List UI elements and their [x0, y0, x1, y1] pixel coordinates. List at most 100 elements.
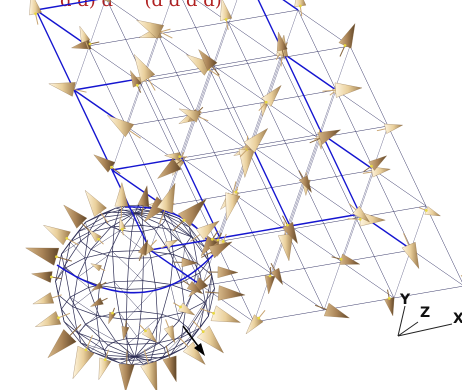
arrow-cone	[264, 275, 276, 295]
vector-arrow	[106, 115, 141, 139]
vector-arrow	[118, 350, 135, 390]
sphere-diagonal	[69, 241, 85, 259]
vector-arrow	[192, 320, 224, 354]
vector-arrow	[91, 281, 107, 291]
sphere-diagonal	[158, 314, 163, 344]
arrow-base-dot	[50, 275, 53, 279]
sphere-diagonal	[78, 221, 106, 232]
arrow-cone	[220, 0, 233, 21]
sphere-diagonal	[208, 275, 212, 317]
arrow-shaft	[201, 251, 212, 258]
arrow-shaft	[232, 181, 237, 195]
arrow-shaft	[203, 273, 212, 283]
vector-arrow	[63, 204, 92, 233]
lattice-strong-edge	[35, 9, 75, 91]
arrow-base-dot	[144, 329, 147, 333]
vector-arrow	[179, 337, 206, 365]
arrow-shaft	[138, 253, 143, 262]
lattice-strong-edge	[149, 249, 203, 287]
arrow-cone	[157, 158, 182, 179]
axis-triad: Y Z X	[397, 292, 462, 337]
lattice-edge	[195, 0, 229, 23]
arrow-base-dot	[110, 165, 113, 169]
vector-arrow	[331, 253, 361, 265]
arrow-base-dot	[343, 44, 347, 47]
vector-arrow	[264, 266, 276, 295]
arrow-shaft	[208, 68, 220, 77]
lattice-edge	[265, 101, 305, 183]
arrow-base-dot	[210, 237, 214, 241]
arrow-shaft	[363, 165, 372, 172]
lattice-edge	[317, 137, 357, 219]
arrow-cone	[47, 329, 77, 359]
arrow-cone	[31, 271, 53, 283]
arrow-shaft	[111, 166, 121, 175]
arrow-shaft	[89, 41, 100, 45]
vector-arrow	[157, 156, 187, 179]
sphere-diagonal	[161, 224, 171, 254]
vector-arrow	[348, 203, 371, 223]
arrow-base-dot	[103, 358, 107, 362]
arrow-base-dot	[179, 305, 182, 309]
lattice-edge	[393, 286, 462, 299]
triad-x-label: X	[453, 311, 462, 327]
vector-arrow	[164, 152, 188, 162]
vector-arrow	[258, 84, 282, 112]
triad-y-label: Y	[399, 292, 411, 308]
sphere-diagonal	[70, 296, 100, 317]
arrow-cone	[334, 82, 363, 98]
arrow-shaft	[192, 320, 204, 332]
sphere-equator-strong	[56, 254, 214, 294]
vector-arrow	[32, 292, 62, 305]
vector-arrow	[25, 247, 72, 266]
vector-arrow	[363, 155, 388, 172]
arrow-base-dot	[97, 237, 100, 241]
arrow-cone	[352, 205, 371, 223]
lattice-edge	[233, 193, 273, 275]
lattice-edge	[215, 229, 287, 243]
lattice-edge	[125, 125, 165, 207]
vector-arrow	[164, 319, 175, 344]
triad-z-axis	[397, 321, 419, 337]
sphere-diagonal	[77, 255, 109, 278]
arrow-cone	[278, 233, 294, 262]
arrow-shaft	[269, 266, 272, 277]
lattice-edge	[139, 69, 211, 83]
vector-arrow	[200, 230, 219, 257]
lattice-edge	[125, 113, 197, 127]
lattice-edge	[209, 69, 249, 151]
lattice-strong-edge	[283, 53, 337, 91]
arrow-base-dot	[201, 330, 205, 334]
sphere-diagonal	[112, 251, 144, 281]
arrow-cone	[182, 341, 206, 365]
sphere-diagonal	[170, 327, 201, 356]
arrow-shaft	[176, 156, 187, 165]
arrow-cone	[317, 129, 342, 145]
arrow-base-dot	[57, 316, 60, 320]
lattice-edge	[195, 113, 235, 195]
lattice-edge	[87, 45, 127, 127]
vector-arrow	[79, 25, 91, 49]
arrow-cone	[140, 361, 158, 390]
vector-arrow	[201, 241, 233, 259]
lattice-edge	[177, 149, 249, 163]
vector-arrow	[140, 349, 158, 390]
lattice-edge	[265, 101, 319, 139]
sphere-diagonal	[80, 342, 105, 351]
sphere-diagonal	[114, 281, 142, 312]
vector-arrow	[84, 189, 109, 224]
vector-arrow	[173, 302, 196, 316]
arrow-cone	[156, 182, 176, 214]
viewport-caption: ɑ ɑ) ɑ ʹʹʹʹ (ɑ ɑ ɑ ɑ)	[60, 0, 222, 11]
arrow-shaft	[403, 233, 410, 246]
arrow-cone	[270, 267, 283, 286]
lattice-edge	[139, 81, 179, 163]
vector-arrow	[338, 23, 356, 57]
arrow-shaft	[386, 289, 390, 299]
triad-x-axis	[397, 323, 453, 337]
lattice-edge	[247, 137, 319, 151]
vector-arrow	[34, 311, 71, 327]
sphere-diagonal	[128, 231, 144, 259]
sphere-diagonal	[165, 328, 190, 354]
